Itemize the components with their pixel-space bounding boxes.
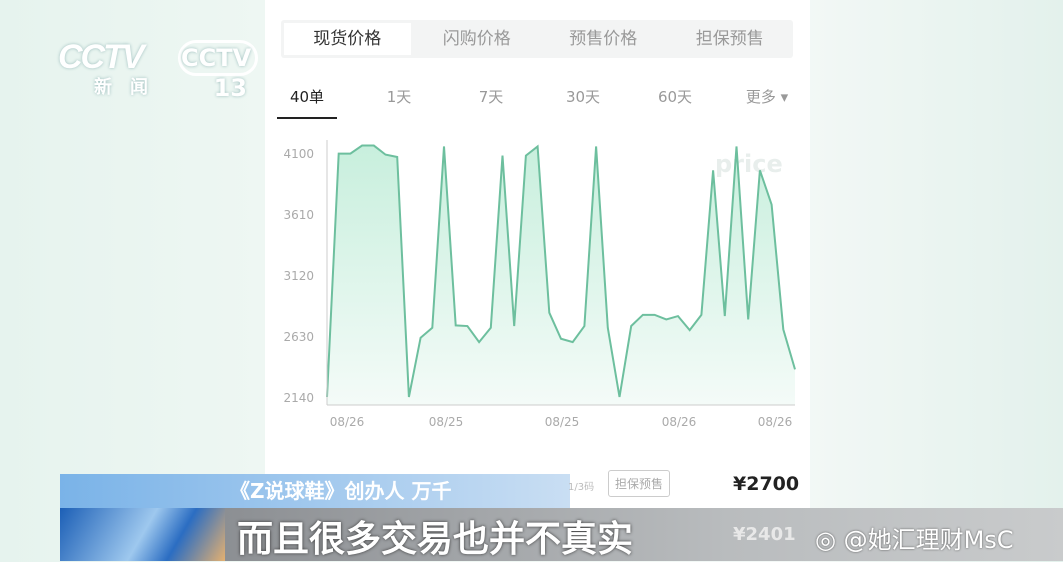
weibo-watermark: ◎ @她汇理财MsC	[815, 520, 1014, 555]
name-caption: 《Z说球鞋》创办人 万千	[60, 474, 570, 508]
period-more[interactable]: 更多 ▾	[745, 88, 789, 106]
x-tick-label: 08/25	[545, 415, 580, 429]
subtitle-text: 而且很多交易也并不真实	[237, 519, 634, 560]
y-tick-label: 2140	[283, 391, 314, 405]
y-tick-label: 3120	[283, 269, 314, 283]
subtitle-bar	[225, 508, 1063, 561]
period-40-orders[interactable]: 40单	[277, 86, 337, 119]
tab-presale-price[interactable]: 预售价格	[569, 29, 638, 49]
y-tick-label: 2630	[283, 330, 314, 344]
tab-guaranteed-presale[interactable]: 担保预售	[695, 29, 764, 49]
channel-name: 新闻	[94, 77, 166, 98]
weibo-icon: ◎	[815, 526, 844, 554]
period-7d[interactable]: 7天	[478, 88, 504, 106]
area-fill	[327, 145, 795, 405]
guarantee-badge: 担保预售	[608, 470, 671, 497]
chart-watermark: price	[715, 150, 783, 178]
price-top: ¥2700	[733, 473, 800, 495]
period-30d[interactable]: 30天	[565, 88, 601, 106]
tab-spot-price[interactable]: 现货价格	[284, 23, 411, 55]
price-bottom: ¥2401	[733, 524, 796, 545]
price-tabs: 现货价格 闪购价格 预售价格 担保预售	[281, 20, 793, 58]
period-60d[interactable]: 60天	[657, 88, 693, 106]
x-tick-label: 08/25	[429, 415, 464, 429]
channel-number: CCTV 13	[178, 40, 258, 102]
cctv-logo: CCTV CCTV 13 新闻	[58, 38, 258, 102]
y-tick-label: 3610	[283, 208, 314, 222]
period-1d[interactable]: 1天	[386, 88, 412, 106]
news-graphic	[60, 508, 225, 561]
tab-flash-price[interactable]: 闪购价格	[442, 29, 511, 49]
weibo-handle: @她汇理财MsC	[843, 526, 1014, 554]
period-tabs: 40单 1天 7天 30天 60天 更多 ▾	[277, 86, 797, 119]
x-tick-label: 08/26	[758, 415, 793, 429]
cctv-logo-text: CCTV	[58, 38, 145, 76]
x-tick-label: 08/26	[330, 415, 365, 429]
x-tick-label: 08/26	[662, 415, 697, 429]
y-tick-label: 4100	[283, 147, 314, 161]
size-fraction: 1/3码	[568, 482, 595, 493]
price-line	[326, 144, 796, 398]
